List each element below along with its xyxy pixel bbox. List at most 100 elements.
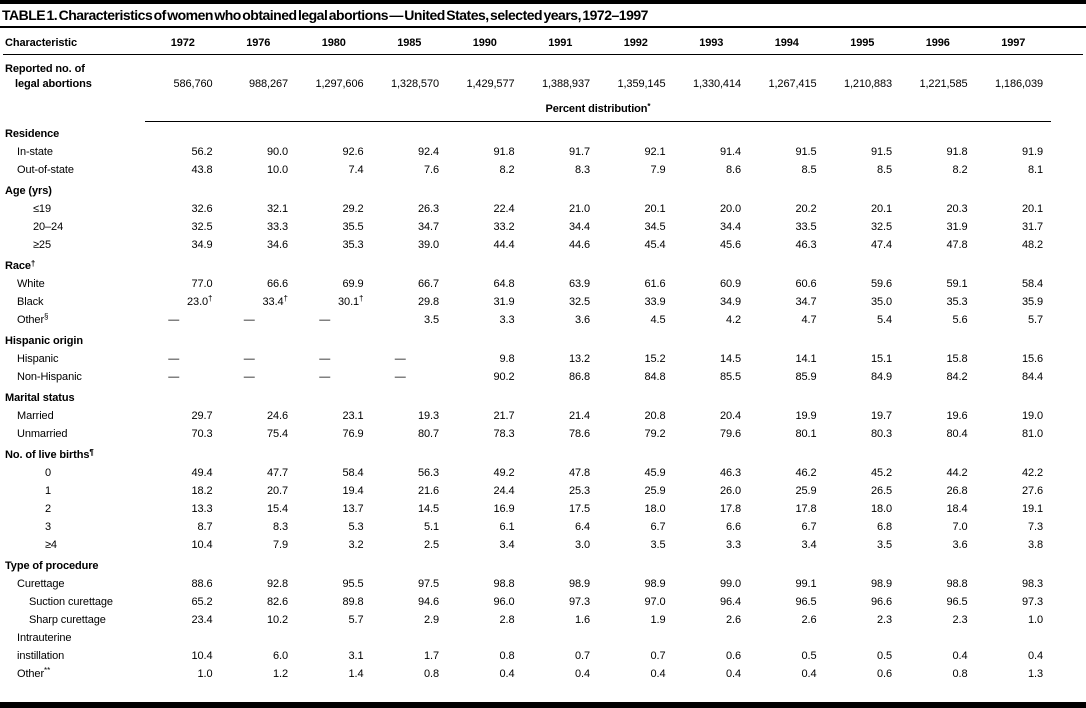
value-cell: 35.5 — [342, 220, 364, 233]
value-cell: 44.4 — [493, 238, 515, 251]
value-cell: 3.3 — [499, 313, 515, 326]
value-cell: 99.1 — [795, 577, 817, 590]
value-cell: 94.6 — [417, 595, 439, 608]
reported-abortions-value: 1,330,414 — [692, 78, 741, 90]
value-cell: 25.9 — [644, 484, 666, 497]
value-cell: 90.0 — [266, 145, 288, 158]
row-label: Out-of-state — [17, 163, 74, 176]
value-cell: 6.7 — [650, 520, 666, 533]
reported-abortions-value: 1,221,585 — [919, 78, 968, 90]
row-label: ≤19 — [33, 202, 51, 215]
value-cell: 35.0 — [870, 295, 892, 308]
value-cell: 96.6 — [870, 595, 892, 608]
value-cell: 44.2 — [946, 466, 968, 479]
percent-row-trailing-empty-cell — [1051, 97, 1083, 122]
no-data-cell: — — [319, 313, 331, 326]
value-cell: 29.7 — [191, 409, 213, 422]
row-label: 20–24 — [33, 220, 64, 233]
data-row: ≥4 10.4 7.9 3.2 2.5 3.4 3.0 3.5 3.3 3.4 3.5 3.6 3.8 — [3, 536, 1083, 554]
value-cell: 80.7 — [417, 427, 439, 440]
value-cell: 1.3 — [1028, 667, 1043, 680]
row-label: instillation — [17, 649, 65, 662]
value-cell: 82.6 — [266, 595, 288, 608]
value-cell: 89.8 — [342, 595, 364, 608]
value-cell: 69.9 — [342, 277, 364, 290]
value-cell: 7.3 — [1028, 520, 1043, 533]
value-cell: 7.4 — [348, 163, 364, 176]
data-row: Black 23.0† 33.4† 30.1† 29.8 31.9 32.5 33.9 34.9… — [3, 293, 1083, 311]
value-cell: 90.2 — [493, 370, 515, 383]
year-column-header: 1976 — [220, 28, 296, 55]
row-label: White — [17, 277, 45, 290]
value-cell: 5.3 — [348, 520, 364, 533]
data-row: 2 13.3 15.4 13.7 14.5 16.9 17.5 18.0 17.8 17.8 18.… — [3, 500, 1083, 518]
row-spacer-cell — [1051, 236, 1083, 254]
footnote-marker: † — [208, 294, 213, 303]
section-header: Hispanic origin — [5, 335, 83, 347]
value-cell: 10.4 — [191, 538, 213, 551]
data-row: Married 29.7 24.6 23.1 19.3 21.7 21.4 20.8 20.4 1… — [3, 407, 1083, 425]
footnote-marker: † — [30, 258, 36, 268]
percent-distribution-row: Percent distribution* — [3, 97, 1083, 122]
row-label: Non-Hispanic — [17, 370, 82, 383]
no-data-cell: — — [243, 313, 255, 326]
value-cell: 14.5 — [719, 352, 741, 365]
value-cell: 92.1 — [644, 145, 666, 158]
reported-abortions-value: 1,328,570 — [390, 78, 439, 90]
row-spacer-cell — [1051, 275, 1083, 293]
value-cell: 6.1 — [499, 520, 515, 533]
value-cell: 0.4 — [650, 667, 666, 680]
value-cell: 18.2 — [191, 484, 213, 497]
no-data-cell: — — [168, 313, 180, 326]
value-cell: 46.3 — [719, 466, 741, 479]
value-cell: 15.6 — [1021, 352, 1043, 365]
value-cell: 30.1† — [338, 294, 364, 308]
table-body: Reported no. of legal abortions 586,760 9… — [3, 55, 1083, 684]
no-data-cell: — — [168, 370, 180, 383]
value-cell: 23.0† — [187, 294, 213, 308]
value-cell: 58.4 — [1021, 277, 1043, 290]
value-cell: 34.4 — [719, 220, 741, 233]
value-cell: 97.3 — [568, 595, 590, 608]
row-spacer-cell — [1051, 536, 1083, 554]
section-header-row: No. of live births¶ — [3, 443, 1083, 464]
footnote-marker: * — [647, 101, 651, 111]
value-cell: 0.6 — [877, 667, 892, 680]
value-cell: 98.8 — [493, 577, 515, 590]
row-spacer-cell — [1051, 647, 1083, 665]
value-cell: 78.3 — [493, 427, 515, 440]
no-data-cell: — — [319, 370, 331, 383]
value-cell: 60.6 — [795, 277, 817, 290]
value-cell: 15.2 — [644, 352, 666, 365]
value-cell: 48.2 — [1021, 238, 1043, 251]
data-row: Non-Hispanic — — — — 90.2 86.8 84.8 85.5 85.9 84.9… — [3, 368, 1083, 386]
value-cell: 99.0 — [719, 577, 741, 590]
value-cell: 97.0 — [644, 595, 666, 608]
value-cell: 56.3 — [417, 466, 439, 479]
value-cell: 8.2 — [952, 163, 968, 176]
value-cell: 15.4 — [266, 502, 288, 515]
value-cell: 60.9 — [719, 277, 741, 290]
value-cell: 2.6 — [801, 613, 817, 626]
value-cell: 91.8 — [493, 145, 515, 158]
value-cell: 0.8 — [424, 667, 439, 680]
year-column-header: 1993 — [673, 28, 749, 55]
value-cell: 3.6 — [952, 538, 968, 551]
value-cell: 3.6 — [575, 313, 590, 326]
value-cell: 5.6 — [952, 313, 968, 326]
value-cell: 42.2 — [1021, 466, 1043, 479]
value-cell: 15.1 — [870, 352, 892, 365]
reported-abortions-row: Reported no. of legal abortions 586,760 9… — [3, 55, 1083, 98]
row-spacer-cell — [1051, 575, 1083, 593]
row-label: ≥4 — [45, 538, 57, 551]
value-cell: 17.8 — [795, 502, 817, 515]
value-cell: 70.3 — [191, 427, 213, 440]
value-cell: 8.6 — [726, 163, 741, 176]
value-cell: 92.4 — [417, 145, 439, 158]
year-column-header: 1995 — [824, 28, 900, 55]
value-cell: 19.1 — [1021, 502, 1043, 515]
data-row: Hispanic — — — — 9.8 13.2 15.2 14.5 14.1 15.1 15.8 1… — [3, 350, 1083, 368]
value-cell: 2.8 — [499, 613, 515, 626]
characteristic-column-header: Characteristic — [3, 28, 145, 55]
value-cell: 96.4 — [719, 595, 741, 608]
